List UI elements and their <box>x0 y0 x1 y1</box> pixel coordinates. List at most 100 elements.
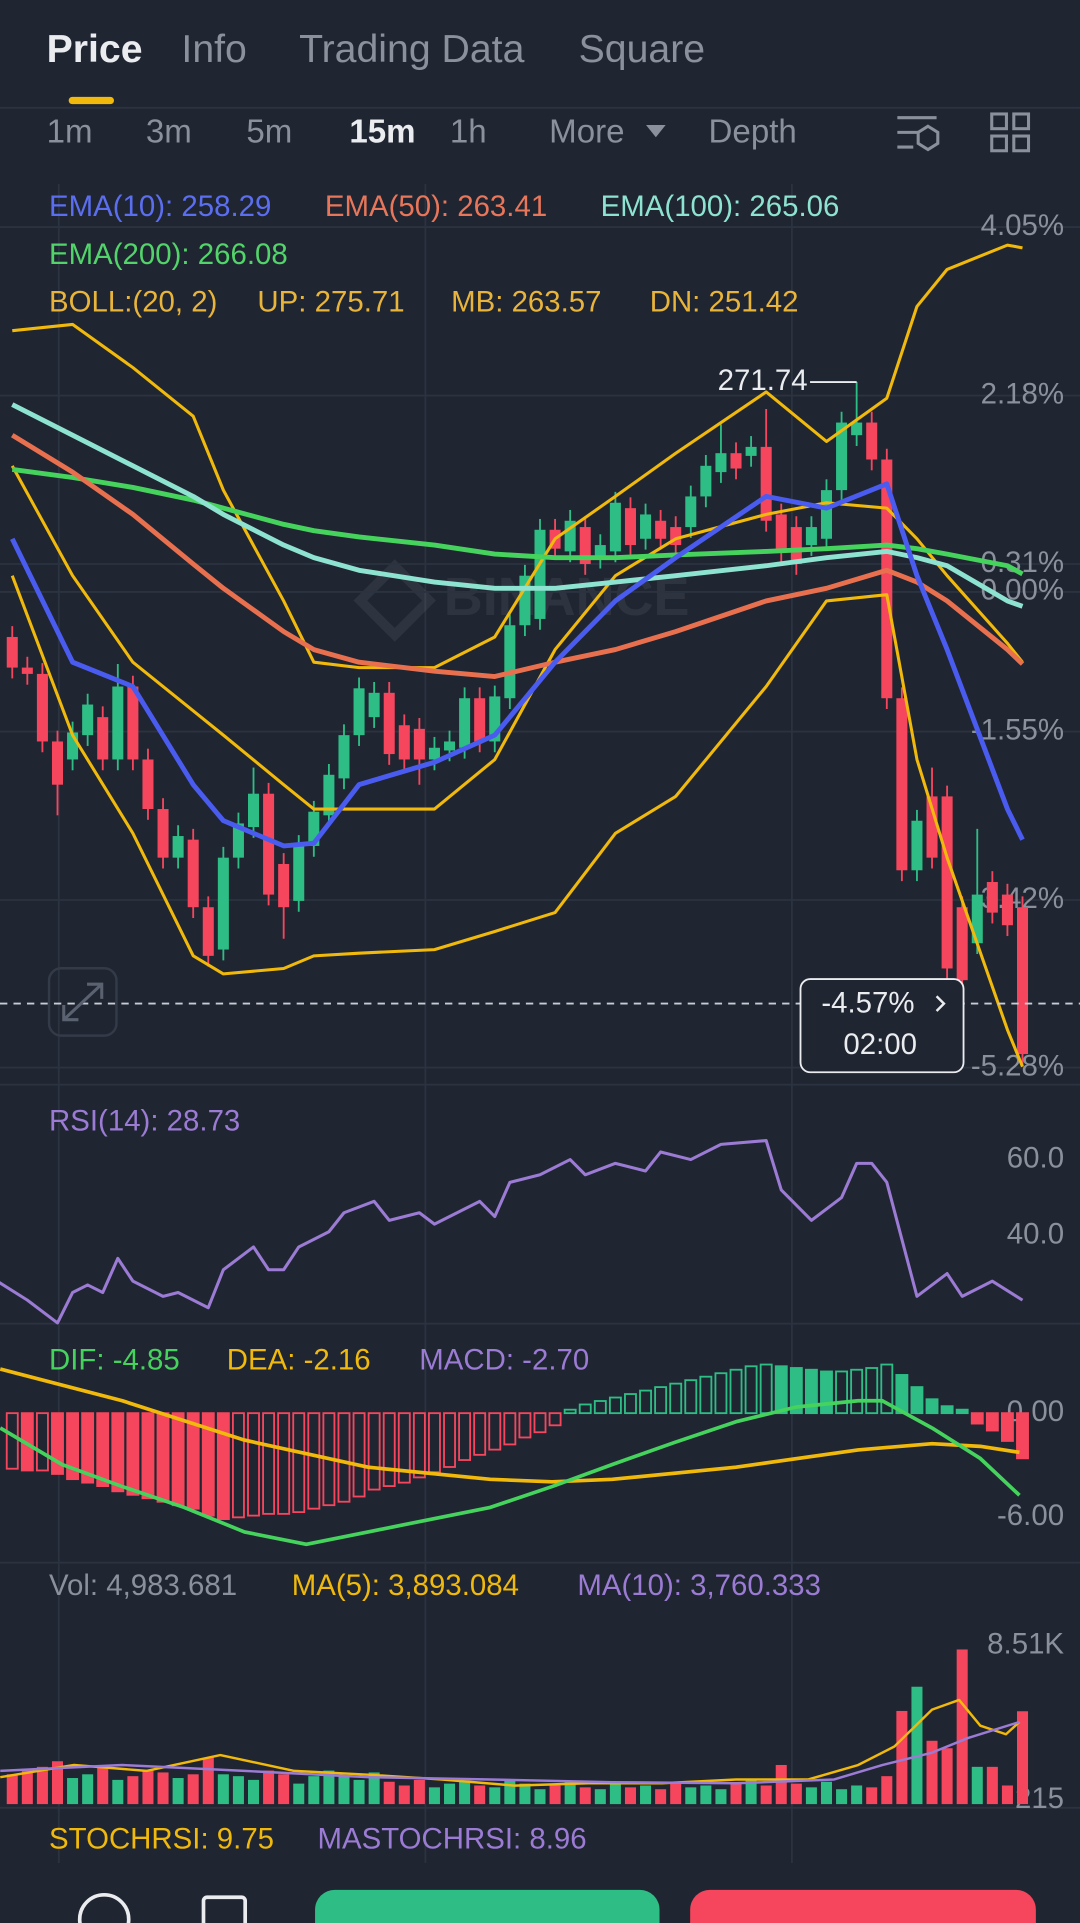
buy-button[interactable] <box>315 1889 660 1923</box>
y-tick-label: 0.00 <box>1007 1395 1064 1428</box>
candle-body <box>579 527 591 564</box>
interval[interactable]: 5m <box>246 113 292 150</box>
volume-bar <box>21 1768 33 1805</box>
candle-body <box>594 545 606 558</box>
plot: 4.05%2.18%0.31%0.00%-1.55%-3.42%-5.28%27… <box>0 209 1080 1815</box>
candle-body <box>293 845 305 901</box>
candle-body <box>715 453 727 473</box>
y-tick-label: 8.51K <box>987 1627 1064 1660</box>
indicator-line <box>10 575 1024 1068</box>
icon[interactable] <box>77 1892 131 1923</box>
price-box <box>799 978 965 1074</box>
candle-body <box>489 696 501 742</box>
volume-bar <box>881 1776 893 1805</box>
candle-body <box>805 527 817 546</box>
macd-bar <box>925 1398 939 1415</box>
candle-body <box>97 717 109 760</box>
volume-bar <box>866 1787 878 1805</box>
tab[interactable]: Info <box>181 27 246 71</box>
candle-body <box>775 514 787 552</box>
legend: MA(5): 3,893.084 <box>292 1569 519 1602</box>
legend: EMA(50): 263.41 <box>325 190 547 223</box>
volume-bar <box>670 1781 682 1805</box>
macd-bar <box>684 1379 698 1415</box>
candle-body <box>534 529 546 619</box>
volume-bar <box>247 1779 260 1805</box>
macd-bar <box>412 1412 426 1479</box>
dif-line <box>0 1398 1021 1547</box>
candle-body <box>790 527 802 564</box>
candle-body <box>1001 894 1013 926</box>
volume-bar <box>700 1785 712 1805</box>
volume-bar <box>820 1781 833 1805</box>
volume-bar <box>398 1785 410 1805</box>
volume-bar <box>338 1776 350 1805</box>
volume-bar <box>444 1783 456 1805</box>
volume-bar <box>896 1710 908 1805</box>
interval[interactable]: 1h <box>450 113 487 150</box>
volume-bar <box>127 1776 139 1805</box>
candle-body <box>820 490 833 539</box>
interval[interactable]: Depth <box>709 113 797 150</box>
candle-body <box>82 704 94 736</box>
interval[interactable]: More <box>549 113 624 150</box>
expand-button[interactable] <box>47 967 118 1037</box>
legend: UP: 275.71 <box>257 286 404 319</box>
macd-bar <box>443 1412 456 1468</box>
candle-body <box>6 636 18 668</box>
ma10-line <box>0 1720 1020 1785</box>
macd-bar <box>940 1405 954 1415</box>
volume-bar <box>609 1783 621 1805</box>
volume-bar <box>519 1783 531 1805</box>
legend: MACD: -2.70 <box>419 1343 589 1376</box>
legend: BOLL:(20, 2) <box>49 286 217 319</box>
y-tick-label: 40.0 <box>1007 1217 1064 1250</box>
interval[interactable]: 1m <box>47 113 93 150</box>
legend: EMA(100): 265.06 <box>601 190 840 223</box>
y-tick-label: 0.00% <box>981 574 1064 607</box>
indicator-line <box>10 481 1025 849</box>
settings-icon[interactable] <box>897 116 940 152</box>
volume-bar <box>142 1770 154 1805</box>
volume-bar <box>67 1778 79 1805</box>
y-tick-label: 4.05% <box>981 209 1064 242</box>
icon-part <box>990 134 1008 153</box>
tab[interactable]: Price <box>47 27 143 71</box>
macd-bar <box>518 1412 532 1439</box>
candle-body <box>368 692 380 718</box>
layout-icon[interactable] <box>990 112 1031 153</box>
macd-bar <box>231 1412 245 1519</box>
macd-bar <box>1016 1412 1029 1460</box>
tab[interactable]: Square <box>579 27 705 71</box>
volume-bar <box>624 1787 636 1805</box>
macd-bar <box>503 1412 517 1446</box>
macd-bar <box>563 1408 577 1415</box>
volume-bar <box>564 1781 576 1805</box>
macd-bar <box>850 1368 864 1415</box>
interval[interactable]: 3m <box>146 113 192 150</box>
tab-underline <box>68 96 115 105</box>
candle-body <box>700 465 712 497</box>
candle-body <box>187 839 199 908</box>
macd-bar <box>216 1412 230 1520</box>
interval[interactable]: 15m <box>349 113 415 150</box>
legend: STOCHRSI: 9.75 <box>49 1823 274 1856</box>
volume-bar <box>504 1779 516 1805</box>
icon-part <box>1012 134 1031 153</box>
candle-body <box>157 809 169 858</box>
sell-button[interactable] <box>690 1889 1036 1923</box>
volume-bar <box>730 1783 742 1805</box>
volume-bar <box>232 1776 244 1805</box>
macd-bar <box>865 1367 879 1415</box>
volume-bar <box>986 1766 998 1805</box>
dea-line <box>0 1367 1020 1484</box>
volume-bar <box>413 1779 425 1805</box>
icon[interactable] <box>201 1895 248 1923</box>
macd-bar <box>51 1412 64 1475</box>
tab[interactable]: Trading Data <box>299 27 524 71</box>
dropdown-arrow <box>646 125 666 138</box>
macd-bar <box>578 1403 592 1415</box>
candle-body <box>353 688 365 736</box>
